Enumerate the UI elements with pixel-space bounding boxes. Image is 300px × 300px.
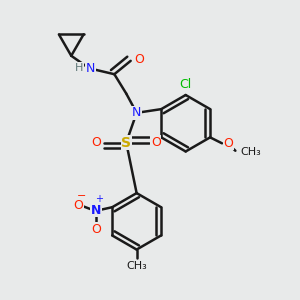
Text: CH₃: CH₃ <box>241 147 262 157</box>
Text: O: O <box>91 223 101 236</box>
Text: +: + <box>95 194 103 204</box>
Text: H: H <box>75 63 84 73</box>
Text: N: N <box>86 62 95 75</box>
Text: O: O <box>151 136 161 149</box>
Text: O: O <box>73 199 83 212</box>
Text: CH₃: CH₃ <box>126 262 147 272</box>
Text: S: S <box>121 136 131 150</box>
Text: N: N <box>132 106 141 119</box>
Text: O: O <box>92 136 102 149</box>
Text: −: − <box>77 191 86 201</box>
Text: Cl: Cl <box>179 78 192 91</box>
Text: N: N <box>91 204 101 217</box>
Text: O: O <box>134 53 144 66</box>
Text: O: O <box>224 137 233 150</box>
